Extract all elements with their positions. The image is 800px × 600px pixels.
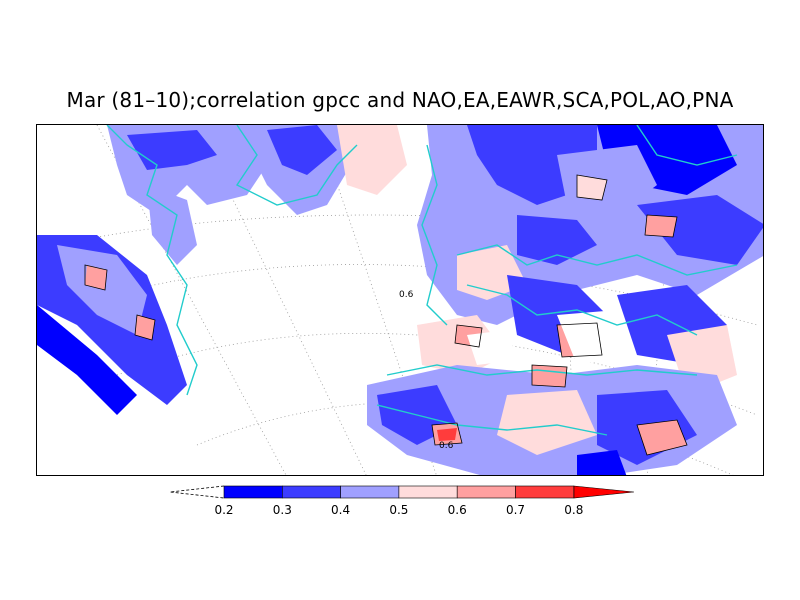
colorbar-tick-label: 0.7 — [505, 503, 526, 517]
contour-label: 0.6 — [399, 290, 414, 300]
colorbar-tick-label: 0.4 — [331, 503, 351, 517]
colorbar-tick-label: 0.2 — [214, 503, 234, 517]
colorbar-low-extension — [169, 485, 225, 499]
colorbar-cell — [456, 485, 516, 499]
colorbar-cell — [281, 485, 341, 499]
correlation-map: 0.6 0.6 — [37, 125, 763, 475]
colorbar-cell — [398, 485, 458, 499]
colorbar-cell — [340, 485, 400, 499]
coastlines — [106, 125, 738, 436]
north-america-field — [37, 125, 407, 415]
contour-label: 0.6 — [439, 441, 454, 451]
colorbar-cell — [223, 485, 283, 499]
colorbar-tick-label: 0.3 — [272, 503, 292, 517]
contours — [84, 174, 688, 456]
colorbar-high-extension — [573, 485, 635, 499]
map-title: Mar (81–10);correlation gpcc and NAO,EA,… — [66, 88, 734, 112]
map-panel: 0.6 0.6 — [36, 124, 764, 476]
colorbar-tick-label: 0.6 — [447, 503, 467, 517]
europe-field — [417, 125, 763, 395]
colorbar-tick-label: 0.5 — [389, 503, 409, 517]
colorbar-tick-label: 0.8 — [564, 503, 584, 517]
colorbar-cell — [515, 485, 575, 499]
